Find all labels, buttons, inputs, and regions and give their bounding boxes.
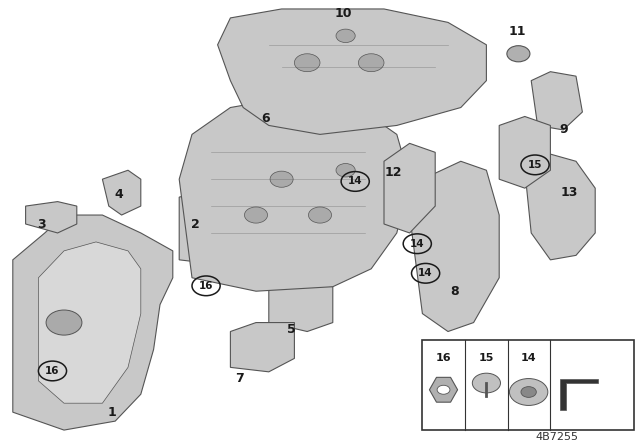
Polygon shape — [525, 152, 595, 260]
Circle shape — [336, 164, 355, 177]
Polygon shape — [429, 377, 458, 402]
Circle shape — [244, 207, 268, 223]
Polygon shape — [218, 9, 486, 134]
Polygon shape — [102, 170, 141, 215]
Circle shape — [46, 310, 82, 335]
Text: 11: 11 — [508, 25, 526, 38]
Polygon shape — [499, 116, 550, 188]
Polygon shape — [410, 161, 499, 332]
Circle shape — [336, 29, 355, 43]
Text: 16: 16 — [199, 281, 213, 291]
Text: 14: 14 — [419, 268, 433, 278]
Text: 6: 6 — [261, 112, 270, 125]
Circle shape — [358, 54, 384, 72]
Polygon shape — [384, 143, 435, 233]
Text: 15: 15 — [479, 353, 494, 363]
Circle shape — [437, 385, 450, 394]
Text: 14: 14 — [348, 177, 362, 186]
Text: 10: 10 — [334, 7, 352, 20]
Polygon shape — [531, 72, 582, 130]
FancyBboxPatch shape — [422, 340, 634, 430]
Text: 14: 14 — [521, 353, 536, 363]
Circle shape — [308, 207, 332, 223]
Text: 7: 7 — [236, 372, 244, 385]
Text: 12: 12 — [385, 166, 403, 179]
Circle shape — [507, 46, 530, 62]
Polygon shape — [179, 99, 410, 291]
Text: 9: 9 — [559, 123, 568, 137]
Text: 13: 13 — [561, 186, 579, 199]
Text: 8: 8 — [450, 284, 459, 298]
Circle shape — [509, 379, 548, 405]
Text: 5: 5 — [287, 323, 296, 336]
Text: 4B7255: 4B7255 — [535, 432, 579, 442]
Circle shape — [472, 373, 500, 393]
Polygon shape — [13, 215, 173, 430]
Polygon shape — [26, 202, 77, 233]
Circle shape — [270, 171, 293, 187]
Text: 14: 14 — [410, 239, 424, 249]
Polygon shape — [179, 188, 243, 264]
Text: 16: 16 — [45, 366, 60, 376]
Polygon shape — [230, 323, 294, 372]
Polygon shape — [269, 282, 333, 332]
Text: 16: 16 — [436, 353, 451, 363]
Text: 2: 2 — [191, 217, 200, 231]
Text: 1: 1 — [108, 405, 116, 419]
Text: 3: 3 — [37, 217, 46, 231]
Polygon shape — [560, 379, 598, 410]
Text: 15: 15 — [528, 160, 542, 170]
Text: 4: 4 — [114, 188, 123, 202]
Polygon shape — [38, 242, 141, 403]
Circle shape — [521, 387, 536, 397]
Circle shape — [294, 54, 320, 72]
